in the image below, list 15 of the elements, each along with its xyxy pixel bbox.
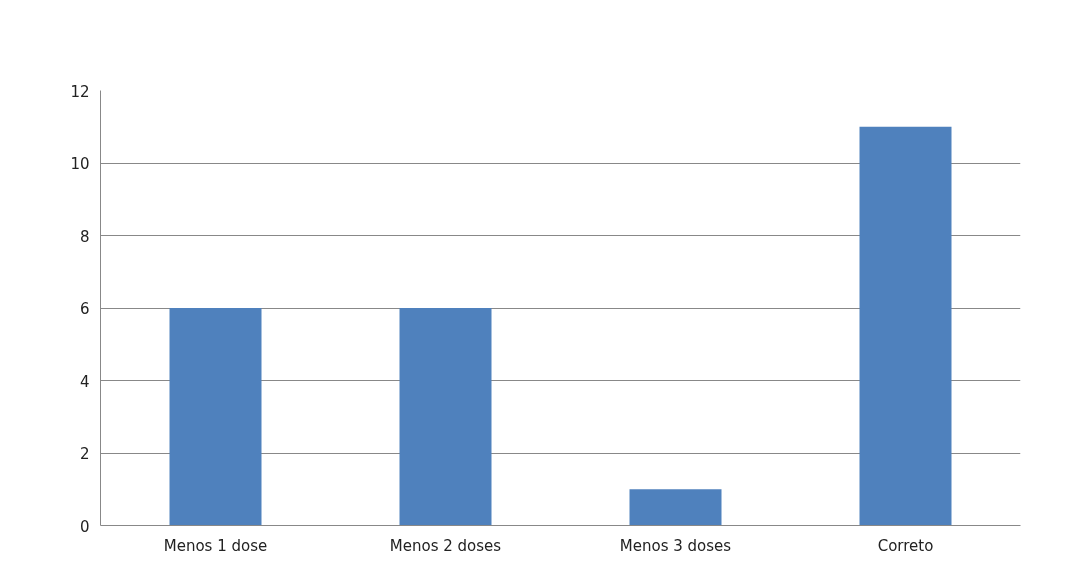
- y-tick-label: 2: [79, 445, 90, 463]
- x-tick-label: Menos 2 doses: [389, 536, 502, 555]
- bar: [629, 489, 722, 526]
- bar: [169, 308, 262, 526]
- y-tick-label: 6: [79, 300, 90, 318]
- x-tick-label: Correto: [877, 536, 934, 555]
- y-tick-label: 10: [70, 155, 90, 173]
- y-tick-label: 8: [79, 227, 90, 246]
- y-tick-label: 0: [79, 517, 90, 536]
- bar: [399, 308, 492, 526]
- y-tick-label: 4: [79, 372, 90, 391]
- x-tick-label: Menos 3 doses: [619, 536, 732, 555]
- bar: [859, 126, 952, 526]
- y-tick-label: 12: [70, 82, 90, 101]
- x-tick-label: Menos 1 dose: [163, 536, 268, 555]
